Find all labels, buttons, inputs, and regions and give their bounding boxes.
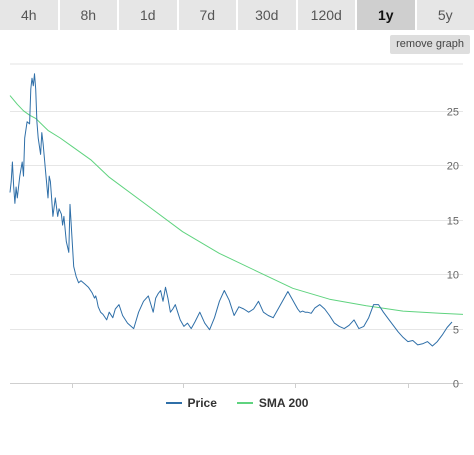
legend-item-price[interactable]: Price [165,396,217,410]
legend-label-price: Price [187,396,217,410]
tab-1d[interactable]: 1d [119,0,179,30]
price-chart: 0510152025Jan '25Apr '25Jul '25Oct '25 [9,63,464,391]
grid-lines [10,63,463,384]
legend-item-sma[interactable]: SMA 200 [236,396,309,410]
legend-label-sma: SMA 200 [258,396,309,410]
legend-swatch-price [165,402,182,404]
tab-4h[interactable]: 4h [0,0,60,30]
tab-7d[interactable]: 7d [178,0,238,30]
y-tick-label: 5 [453,325,459,337]
price-series-line [9,73,453,347]
y-tick-label: 15 [447,216,459,228]
legend-swatch-sma [236,402,253,404]
series-layer [9,73,464,347]
tab-5y[interactable]: 5y [416,0,474,30]
tab-30d[interactable]: 30d [238,0,298,30]
y-tick-label: 10 [447,270,459,282]
chart-legend: Price SMA 200 [0,393,474,413]
tab-8h[interactable]: 8h [59,0,119,30]
tab-120d[interactable]: 120d [297,0,357,30]
remove-graph-button[interactable]: remove graph [390,35,470,54]
tab-1y[interactable]: 1y [357,0,417,30]
timeframe-tabs: 4h 8h 1d 7d 30d 120d 1y 5y [0,0,474,30]
y-tick-label: 20 [447,161,459,173]
axis-layer: 0510152025Jan '25Apr '25Jul '25Oct '25 [72,107,459,391]
sma-200-series-line [9,95,464,315]
y-tick-label: 25 [447,107,459,119]
y-tick-label: 0 [453,379,459,391]
